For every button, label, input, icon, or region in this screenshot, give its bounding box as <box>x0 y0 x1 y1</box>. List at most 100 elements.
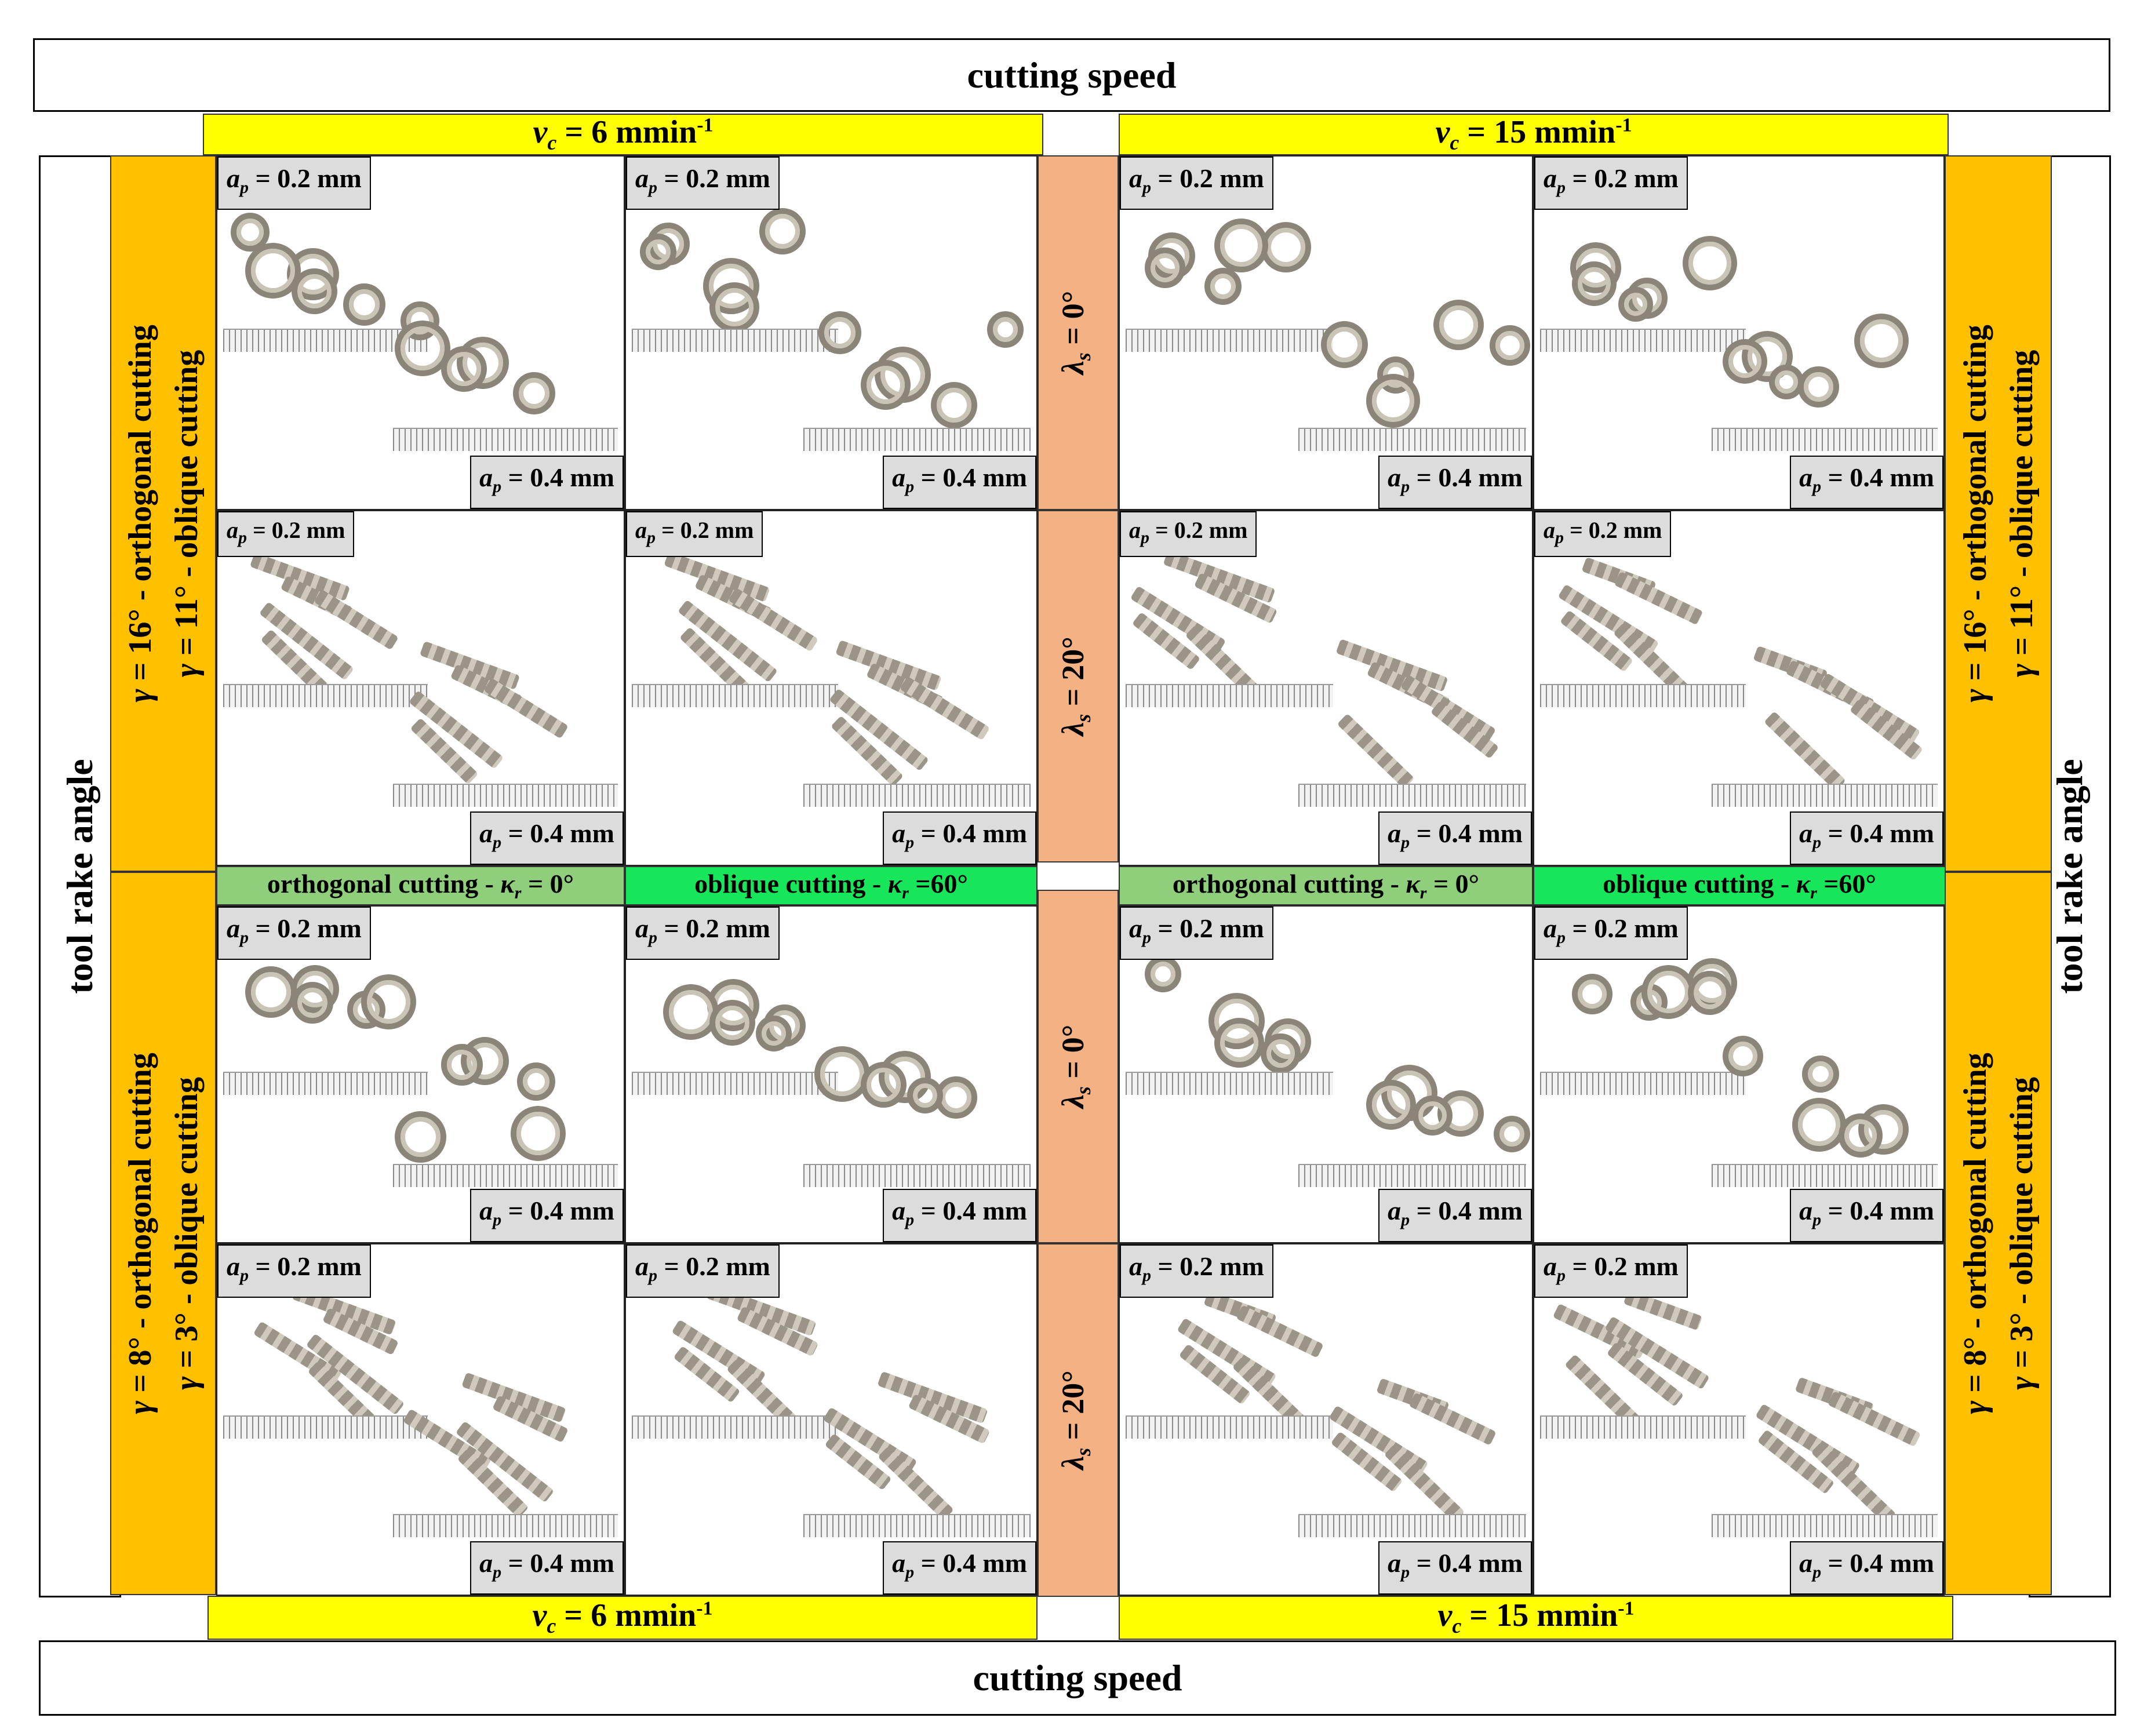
depth-label-0-4: ap = 0.4 mm <box>883 811 1036 865</box>
chip-photo-0-4 <box>1298 1378 1526 1537</box>
chip-coil <box>1797 366 1839 407</box>
chip-photo-0-4 <box>393 641 618 807</box>
scale-ruler <box>803 427 1031 451</box>
scale-ruler <box>393 1163 618 1187</box>
chip-coil <box>1688 971 1732 1016</box>
depth-label-0-2: ap = 0.2 mm <box>217 1244 371 1298</box>
chip-coil <box>1801 1056 1839 1093</box>
chip-coil <box>1204 268 1242 305</box>
chip-coil <box>931 381 978 428</box>
chip-coil <box>1214 218 1268 272</box>
chip-coil <box>1792 1097 1846 1152</box>
depth-label-0-2: ap = 0.2 mm <box>1534 157 1688 210</box>
chip-coil <box>441 1043 483 1086</box>
chip-coil <box>1769 365 1804 400</box>
chip-coil <box>860 360 911 410</box>
rake-bottom-text: γ = 8° - orthogonal cutting γ = 3° - obl… <box>122 1053 205 1414</box>
chip-photo-panel: ap = 0.2 mm ap = 0.4 mm <box>1119 510 1533 866</box>
left-rake-angle-frame: tool rake angle <box>39 155 121 1597</box>
speed-label: vc = 6 mmin-1 <box>532 1597 713 1638</box>
chip-coil <box>759 208 806 254</box>
depth-label-0-2: ap = 0.2 mm <box>217 511 355 557</box>
chip-photo-0-4 <box>393 292 618 451</box>
scale-ruler <box>1711 1513 1938 1537</box>
chip-strip <box>1236 1305 1324 1358</box>
chip-coil <box>441 346 487 392</box>
chip-coil <box>860 1061 907 1108</box>
chip-coil <box>291 982 333 1024</box>
depth-label-0-4: ap = 0.4 mm <box>1790 1188 1943 1242</box>
chip-photo-0-4 <box>803 640 1031 807</box>
chip-coil <box>756 1016 792 1052</box>
scale-ruler <box>632 1071 838 1095</box>
speed-label: vc = 6 mmin-1 <box>533 114 714 155</box>
depth-label-0-2: ap = 0.2 mm <box>217 907 371 960</box>
scale-ruler <box>803 1163 1031 1187</box>
chip-photo-0-4 <box>393 1035 618 1187</box>
depth-label-0-4: ap = 0.4 mm <box>470 1188 624 1242</box>
chip-coil <box>1723 1035 1763 1076</box>
scale-ruler <box>632 1415 838 1439</box>
chip-coil <box>1214 1018 1264 1068</box>
depth-label-0-2: ap = 0.2 mm <box>1120 157 1273 210</box>
chip-photo-0-2 <box>1126 1290 1333 1439</box>
chip-photo-0-2 <box>223 203 428 352</box>
right-rake-angle-label: tool rake angle <box>2049 759 2090 994</box>
depth-label-0-4: ap = 0.4 mm <box>470 811 624 865</box>
chip-coil <box>1433 300 1484 351</box>
depth-label-0-4: ap = 0.4 mm <box>1790 455 1943 509</box>
depth-label-0-4: ap = 0.4 mm <box>470 1541 624 1595</box>
scale-ruler <box>223 1071 428 1095</box>
scale-ruler <box>1126 329 1333 352</box>
depth-label-0-2: ap = 0.2 mm <box>1120 1244 1273 1298</box>
chip-photo-0-4 <box>1711 1035 1938 1187</box>
scale-ruler <box>1298 427 1526 451</box>
chip-photo-panel: ap = 0.2 mm ap = 0.4 mm <box>625 510 1038 866</box>
top-speed-bar-left: vc = 6 mmin-1 <box>203 114 1043 155</box>
scale-ruler <box>632 329 838 352</box>
chip-photo-0-4 <box>1298 292 1530 451</box>
scale-ruler <box>1298 1513 1526 1537</box>
chip-coil <box>1683 235 1737 290</box>
depth-label-0-2: ap = 0.2 mm <box>626 157 780 210</box>
chip-photo-0-2 <box>1126 953 1333 1095</box>
scale-ruler <box>1711 1163 1938 1187</box>
scale-ruler <box>1126 683 1333 707</box>
scale-ruler <box>393 783 618 807</box>
chip-photo-0-2 <box>1540 953 1746 1095</box>
chip-photo-0-2 <box>1126 203 1333 352</box>
scale-ruler <box>1711 427 1938 451</box>
lambda-bar-bottom-0: λs = 0° <box>1038 890 1119 1243</box>
bottom-speed-bar-left: vc = 6 mmin-1 <box>208 1596 1038 1640</box>
chip-coil <box>231 213 270 252</box>
lambda-bar-top-0: λs = 0° <box>1038 155 1119 510</box>
chip-coil <box>709 1000 755 1046</box>
chip-photo-0-2 <box>1540 203 1746 352</box>
rake-top-left-bar: γ = 16° - orthogonal cutting γ = 11° - o… <box>110 155 216 872</box>
chip-photo-0-4 <box>1711 292 1938 451</box>
chip-coil <box>818 311 862 354</box>
chip-strip <box>1827 1391 1921 1447</box>
depth-label-0-4: ap = 0.4 mm <box>1378 1541 1532 1595</box>
depth-label-0-2: ap = 0.2 mm <box>1534 1244 1688 1298</box>
scale-ruler <box>223 329 428 352</box>
chip-photo-panel: ap = 0.2 mm ap = 0.4 mm <box>216 155 625 510</box>
rake-bottom-left-bar: γ = 8° - orthogonal cutting γ = 3° - obl… <box>110 872 216 1595</box>
rake-bottom-text: γ = 8° - orthogonal cutting γ = 3° - obl… <box>1957 1053 2040 1414</box>
lambda-bar-top-20: λs = 20° <box>1038 510 1119 862</box>
chip-photo-0-4 <box>1298 1035 1530 1187</box>
chip-coil <box>1572 261 1617 306</box>
chip-coil <box>1260 1033 1301 1074</box>
scale-ruler <box>1540 1415 1746 1439</box>
scale-ruler <box>1540 329 1746 352</box>
chip-coil <box>1723 339 1767 384</box>
depth-label-0-2: ap = 0.2 mm <box>626 907 780 960</box>
chip-photo-panel: ap = 0.2 mm ap = 0.4 mm <box>625 155 1038 510</box>
band-orthogonal-left: orthogonal cutting - κr = 0° <box>216 866 625 905</box>
speed-label: vc = 15 mmin-1 <box>1435 114 1632 155</box>
speed-label: vc = 15 mmin-1 <box>1437 1597 1635 1638</box>
scale-ruler <box>632 683 838 707</box>
chip-photo-0-4 <box>803 292 1031 451</box>
top-header-text: cutting speed <box>967 54 1177 96</box>
chip-photo-0-4 <box>803 1371 1031 1537</box>
